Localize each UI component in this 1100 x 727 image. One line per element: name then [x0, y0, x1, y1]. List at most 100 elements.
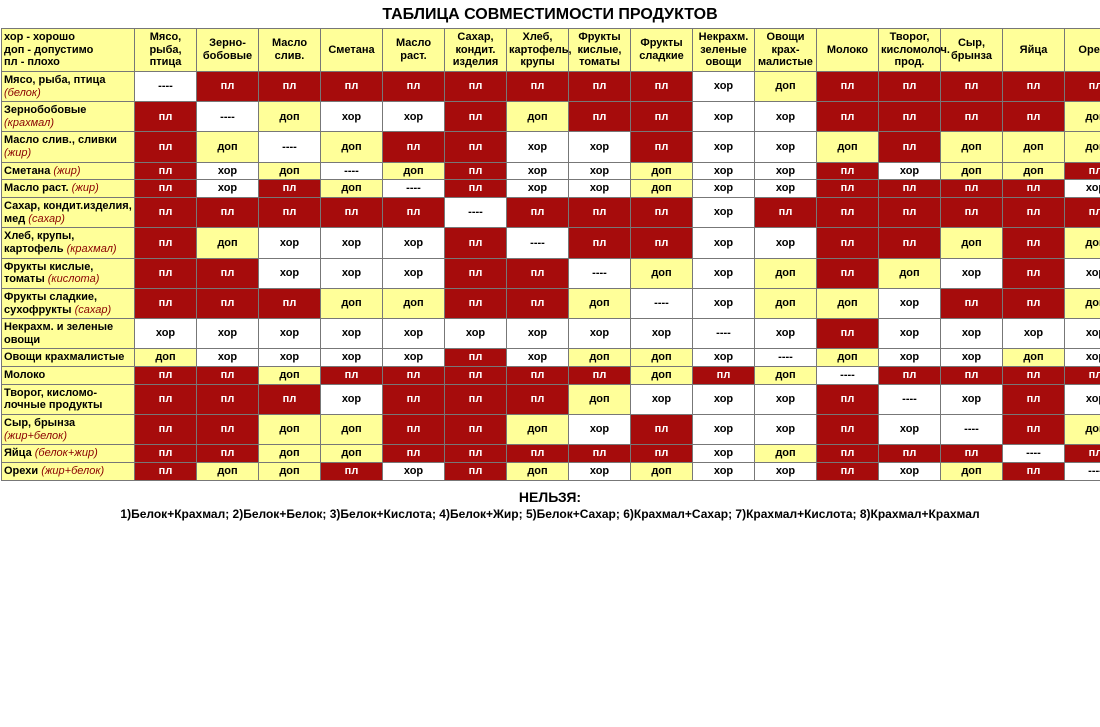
- table-row: Сыр, брынза (жир+белок)плплдопдопплплдоп…: [2, 415, 1100, 445]
- cell-good: хор: [1065, 349, 1100, 367]
- cell-good: хор: [755, 180, 817, 198]
- cell-good: хор: [507, 132, 569, 162]
- cell-bad: пл: [259, 180, 321, 198]
- cell-ok: доп: [1003, 162, 1065, 180]
- cell-self: ----: [879, 384, 941, 414]
- cell-bad: пл: [135, 445, 197, 463]
- cell-good: хор: [507, 349, 569, 367]
- cell-good: хор: [941, 384, 1003, 414]
- cell-bad: пл: [1003, 384, 1065, 414]
- cell-good: хор: [879, 162, 941, 180]
- cell-bad: пл: [631, 102, 693, 132]
- cell-good: хор: [693, 132, 755, 162]
- cell-good: хор: [879, 415, 941, 445]
- cell-ok: доп: [817, 132, 879, 162]
- cell-bad: пл: [135, 102, 197, 132]
- table-row: Фрукты кислые, томаты (кислота)плплхорхо…: [2, 258, 1100, 288]
- cell-good: хор: [321, 228, 383, 258]
- row-label: Сметана (жир): [2, 162, 135, 180]
- cell-ok: доп: [1065, 102, 1100, 132]
- cell-good: хор: [693, 462, 755, 480]
- col-header: Орехи: [1065, 29, 1100, 72]
- cell-ok: доп: [631, 258, 693, 288]
- cell-ok: доп: [507, 102, 569, 132]
- cell-bad: пл: [321, 71, 383, 101]
- cell-ok: доп: [259, 462, 321, 480]
- cell-good: хор: [259, 319, 321, 349]
- cell-ok: доп: [631, 462, 693, 480]
- header-row: хор - хорошо доп - допустимо пл - плохо …: [2, 29, 1100, 72]
- cell-bad: пл: [879, 198, 941, 228]
- cell-good: хор: [693, 162, 755, 180]
- cell-bad: пл: [693, 367, 755, 385]
- col-header: Фрукты кислые, томаты: [569, 29, 631, 72]
- cell-ok: доп: [1065, 288, 1100, 318]
- cell-bad: пл: [817, 445, 879, 463]
- cell-bad: пл: [135, 384, 197, 414]
- cell-good: хор: [755, 319, 817, 349]
- cell-good: хор: [507, 180, 569, 198]
- cell-ok: доп: [383, 162, 445, 180]
- table-row: Масло слив., сливки (жир)плдоп----допплп…: [2, 132, 1100, 162]
- cell-good: хор: [1065, 258, 1100, 288]
- cell-good: хор: [879, 349, 941, 367]
- legend-cell: хор - хорошо доп - допустимо пл - плохо: [2, 29, 135, 72]
- cell-ok: доп: [879, 258, 941, 288]
- cell-ok: доп: [755, 71, 817, 101]
- cell-good: хор: [941, 258, 1003, 288]
- table-body: Мясо, рыба, птица (белок)----плплплплплп…: [2, 71, 1100, 480]
- cell-good: хор: [755, 384, 817, 414]
- cell-good: хор: [755, 228, 817, 258]
- cell-bad: пл: [445, 384, 507, 414]
- cell-bad: пл: [631, 415, 693, 445]
- legend-bad: пл - плохо: [4, 56, 132, 69]
- table-row: Молокоплплдопплплплплплдопплдоп----плплп…: [2, 367, 1100, 385]
- table-row: Некрахм. и зеленые овощихорхорхорхорхорх…: [2, 319, 1100, 349]
- cell-ok: доп: [755, 258, 817, 288]
- cell-bad: пл: [1065, 367, 1100, 385]
- cell-bad: пл: [197, 415, 259, 445]
- cell-bad: пл: [879, 71, 941, 101]
- cell-bad: пл: [941, 367, 1003, 385]
- cell-good: хор: [383, 102, 445, 132]
- cell-bad: пл: [135, 180, 197, 198]
- cell-bad: пл: [817, 162, 879, 180]
- col-header: Зерно-бобовые: [197, 29, 259, 72]
- cell-bad: пл: [259, 288, 321, 318]
- cell-good: хор: [941, 319, 1003, 349]
- cell-good: хор: [569, 415, 631, 445]
- cell-bad: пл: [445, 462, 507, 480]
- cell-ok: доп: [755, 445, 817, 463]
- cell-ok: доп: [197, 132, 259, 162]
- cell-bad: пл: [383, 384, 445, 414]
- cell-bad: пл: [817, 180, 879, 198]
- cell-ok: доп: [259, 162, 321, 180]
- cell-ok: доп: [631, 367, 693, 385]
- cell-bad: пл: [135, 198, 197, 228]
- cell-self: ----: [383, 180, 445, 198]
- row-label: Масло раст. (жир): [2, 180, 135, 198]
- cell-bad: пл: [445, 180, 507, 198]
- cell-ok: доп: [817, 288, 879, 318]
- cell-bad: пл: [321, 198, 383, 228]
- row-label: Овощи крахмалистые: [2, 349, 135, 367]
- cell-good: хор: [321, 258, 383, 288]
- cell-ok: доп: [259, 367, 321, 385]
- cell-bad: пл: [445, 445, 507, 463]
- cell-self: ----: [693, 319, 755, 349]
- cell-bad: пл: [879, 367, 941, 385]
- cell-ok: доп: [569, 349, 631, 367]
- cell-good: хор: [383, 462, 445, 480]
- cell-ok: доп: [1003, 349, 1065, 367]
- cell-good: хор: [569, 162, 631, 180]
- cell-bad: пл: [879, 132, 941, 162]
- col-header: Сахар, кондит. изделия: [445, 29, 507, 72]
- cell-ok: доп: [941, 132, 1003, 162]
- cell-self: ----: [569, 258, 631, 288]
- col-header: Яйца: [1003, 29, 1065, 72]
- cell-bad: пл: [631, 228, 693, 258]
- cell-good: хор: [135, 319, 197, 349]
- cell-bad: пл: [1003, 288, 1065, 318]
- cell-bad: пл: [817, 384, 879, 414]
- footer-line: 1)Белок+Крахмал; 2)Белок+Белок; 3)Белок+…: [0, 505, 1100, 527]
